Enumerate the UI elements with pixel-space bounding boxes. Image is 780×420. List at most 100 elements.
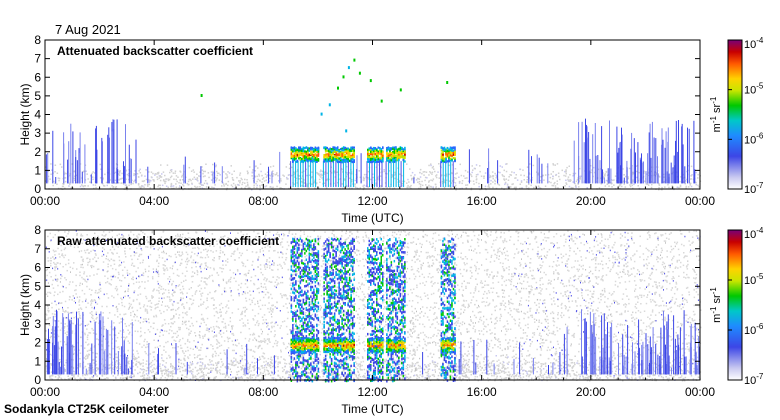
boundary-layer-pixel (166, 164, 169, 166)
noise-pixel (123, 305, 126, 308)
cloud-pixel (370, 149, 372, 152)
noise-pixel (601, 263, 604, 266)
noise-pixel (599, 263, 602, 265)
boundary-layer-pixel (308, 165, 311, 167)
noise-pixel (229, 337, 231, 339)
boundary-layer-pixel (277, 174, 279, 177)
cloud-pixel (339, 160, 342, 164)
noise-pixel (636, 340, 639, 343)
cloud-pixel (401, 155, 403, 159)
boundary-layer-pixel (231, 173, 233, 176)
noise-pixel (595, 258, 597, 261)
cloud-pixel (351, 147, 354, 150)
noise-pixel (413, 312, 416, 314)
boundary-layer-pixel (351, 179, 353, 181)
boundary-layer-pixel (394, 172, 397, 174)
cloud-pixel (446, 160, 449, 163)
boundary-layer-pixel (93, 187, 95, 190)
boundary-layer-pixel (623, 183, 625, 185)
noise-pixel (215, 339, 218, 341)
cloud-pixel (387, 147, 390, 150)
boundary-layer-pixel (556, 163, 559, 165)
cloud-pixel (454, 150, 456, 153)
boundary-layer-pixel (504, 181, 507, 184)
noise-pixel (318, 324, 320, 326)
cloud-pixel (451, 146, 453, 149)
noise-pixel (138, 287, 140, 289)
boundary-layer-pixel (100, 168, 102, 170)
cloud-pixel (311, 151, 314, 154)
noise-pixel (332, 230, 334, 232)
cloud-pixel (313, 150, 315, 153)
noise-pixel (616, 301, 619, 304)
cloud-pixel (368, 147, 371, 150)
boundary-layer-pixel (319, 176, 322, 178)
noise-pixel (488, 345, 491, 347)
boundary-layer-pixel (443, 174, 446, 177)
boundary-layer-pixel (124, 184, 127, 186)
boundary-layer-pixel (391, 175, 394, 178)
noise-pixel (92, 329, 95, 331)
sparse-target (328, 103, 331, 107)
boundary-layer-pixel (388, 170, 391, 172)
noise-pixel (173, 321, 176, 323)
noise-pixel (185, 279, 187, 281)
noise-pixel (234, 344, 237, 346)
noise-pixel (612, 256, 614, 259)
noise-pixel (425, 335, 428, 338)
boundary-layer-pixel (488, 186, 491, 189)
noise-pixel (644, 337, 647, 340)
boundary-layer-pixel (680, 176, 682, 178)
noise-pixel (404, 374, 407, 376)
noise-pixel (230, 294, 233, 297)
noise-pixel (218, 238, 221, 241)
boundary-layer-pixel (303, 185, 305, 188)
noise-pixel (382, 320, 384, 323)
boundary-layer-pixel (68, 185, 70, 187)
noise-pixel (496, 257, 498, 259)
noise-pixel (159, 331, 161, 334)
boundary-layer-pixel (627, 177, 629, 180)
boundary-layer-pixel (259, 186, 261, 189)
boundary-layer-pixel (398, 180, 401, 182)
boundary-layer-pixel (134, 179, 136, 181)
noise-pixel (465, 270, 468, 273)
cloud-pixel (448, 156, 450, 159)
boundary-layer-pixel (345, 175, 348, 178)
noise-pixel (203, 376, 205, 378)
noise-pixel (78, 304, 81, 306)
boundary-layer-pixel (120, 178, 122, 180)
boundary-layer-pixel (604, 173, 607, 175)
cloud-pixel (373, 152, 375, 155)
noise-pixel (554, 334, 556, 336)
boundary-layer-pixel (265, 185, 268, 187)
noise-pixel (589, 308, 592, 310)
noise-pixel (127, 288, 130, 290)
noise-pixel (656, 340, 658, 342)
noise-pixel (238, 342, 240, 345)
noise-pixel (609, 234, 611, 237)
cloud-pixel (351, 146, 354, 149)
noise-pixel (252, 350, 255, 352)
boundary-layer-pixel (586, 187, 588, 189)
noise-pixel (52, 279, 54, 282)
noise-pixel (143, 340, 145, 343)
noise-pixel (423, 315, 425, 317)
noise-pixel (304, 249, 306, 252)
boundary-layer-pixel (676, 186, 679, 188)
noise-pixel (71, 311, 74, 314)
noise-pixel (656, 249, 658, 251)
noise-pixel (68, 312, 70, 314)
cloud-pixel (299, 156, 302, 160)
noise-pixel (280, 349, 282, 351)
noise-pixel (94, 299, 96, 302)
boundary-layer-pixel (251, 188, 253, 191)
boundary-layer-pixel (115, 186, 117, 188)
noise-pixel (230, 360, 233, 363)
noise-pixel (555, 348, 557, 350)
noise-pixel (472, 322, 474, 324)
boundary-layer-pixel (494, 183, 496, 185)
noise-pixel (517, 252, 519, 254)
boundary-layer-pixel (75, 174, 77, 177)
boundary-layer-pixel (239, 174, 241, 176)
